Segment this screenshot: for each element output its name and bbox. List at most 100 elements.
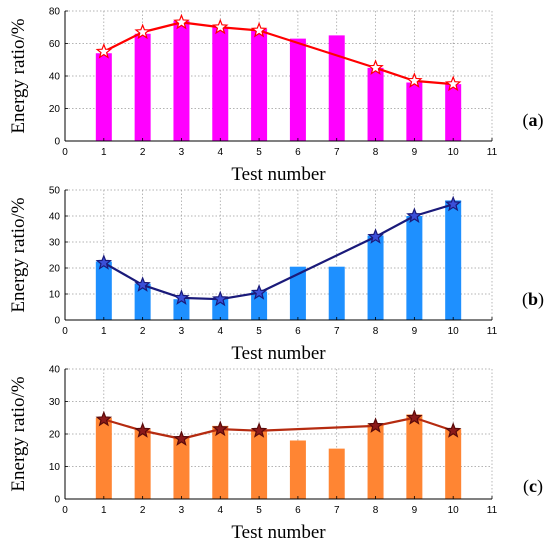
bar [367, 67, 384, 141]
x-tick-label: 8 [373, 505, 379, 516]
bar [173, 20, 190, 141]
y-tick-label: 40 [49, 72, 61, 83]
x-tick-label: 9 [412, 505, 418, 516]
bar [212, 425, 229, 499]
series-line [103, 416, 454, 440]
chart-panel-c: 0 1 2 3 4 5 6 7 8 9 10 11 0 10 20 30 40 Test number Energy… [8, 365, 543, 544]
bar [134, 33, 151, 141]
bar [328, 266, 345, 320]
star-marker [406, 207, 423, 224]
star-marker [212, 18, 229, 35]
bar [134, 429, 151, 499]
y-tick-label: 30 [49, 238, 61, 249]
x-tick-label: 10 [448, 147, 460, 158]
x-tick-label: 10 [448, 326, 460, 337]
y-tick-label: 20 [49, 104, 61, 115]
x-tick-label: 1 [101, 147, 107, 158]
panel-label: (a) [523, 110, 544, 131]
x-tick-label: 8 [373, 326, 379, 337]
x-tick-label: 0 [62, 505, 68, 516]
x-tick-label: 11 [487, 147, 498, 158]
bar [445, 200, 462, 320]
x-tick-label: 0 [62, 326, 68, 337]
panel-label: (b) [522, 289, 544, 310]
chart-panel-b: 0 1 2 3 4 5 6 7 8 9 10 11 0 10 20 30 40 50 Test number Ener… [8, 186, 544, 365]
x-tick-label: 9 [412, 326, 418, 337]
x-tick-label: 3 [179, 326, 185, 337]
star-marker [444, 195, 462, 212]
chart-panel-a: 0 1 2 3 4 5 6 7 8 9 10 11 0 20 40 60 80 Test number Energy… [8, 7, 544, 186]
x-tick-label: 9 [412, 147, 418, 158]
x-tick-label: 11 [487, 505, 498, 516]
y-tick-label: 10 [49, 290, 61, 301]
series-line [103, 21, 454, 86]
x-tick-label: 5 [256, 505, 262, 516]
x-axis-title: Test number [231, 522, 326, 543]
bar [445, 429, 462, 499]
x-tick-label: 5 [256, 147, 262, 158]
star-marker [367, 417, 384, 433]
x-tick-label: 6 [295, 147, 301, 158]
bar [95, 261, 112, 320]
x-tick-label: 2 [140, 505, 146, 516]
x-tick-label: 1 [101, 505, 107, 516]
x-tick-label: 3 [179, 505, 185, 516]
bar [251, 28, 268, 141]
star-marker [444, 75, 462, 92]
star-marker [250, 284, 268, 300]
star-marker [212, 420, 229, 437]
star-marker [95, 410, 113, 427]
x-tick-label: 4 [217, 326, 223, 337]
bar [445, 84, 462, 141]
y-tick-label: 80 [49, 7, 61, 18]
bar [406, 82, 423, 141]
bar [289, 440, 306, 499]
x-tick-label: 7 [334, 147, 340, 158]
x-tick-label: 2 [140, 326, 146, 337]
y-tick-label: 20 [49, 430, 61, 441]
star-marker [134, 276, 151, 292]
x-tick-label: 6 [295, 326, 301, 337]
y-tick-label: 30 [49, 397, 61, 408]
bar [406, 216, 423, 320]
bar [95, 53, 112, 141]
star-marker [406, 409, 423, 425]
bar [328, 35, 345, 141]
bar [406, 414, 423, 499]
y-tick-label: 40 [49, 212, 61, 223]
star-marker [173, 13, 190, 30]
x-tick-label: 8 [373, 147, 379, 158]
bar [367, 424, 384, 499]
star-marker [134, 23, 151, 40]
y-tick-label: 20 [49, 264, 61, 275]
panel-label: (c) [523, 476, 543, 497]
star-marker [173, 289, 190, 305]
bar [328, 448, 345, 499]
x-tick-label: 2 [140, 147, 146, 158]
x-tick-label: 3 [179, 147, 185, 158]
x-axis-title: Test number [231, 343, 326, 364]
bar [95, 417, 112, 499]
bar [367, 235, 384, 320]
y-tick-label: 60 [49, 39, 61, 50]
y-axis-title: Energy ratio/% [8, 18, 29, 133]
x-tick-label: 0 [62, 147, 68, 158]
bar [289, 266, 306, 320]
star-marker [250, 422, 268, 438]
y-axis-title: Energy ratio/% [8, 197, 29, 312]
bar [134, 283, 151, 320]
star-marker [367, 59, 384, 75]
y-tick-label: 10 [49, 462, 61, 473]
x-tick-label: 1 [101, 326, 107, 337]
star-marker [406, 72, 423, 88]
bar [173, 437, 190, 499]
bar [212, 27, 229, 141]
x-tick-label: 7 [334, 326, 340, 337]
x-tick-label: 5 [256, 326, 262, 337]
bar [173, 299, 190, 320]
x-axis-title: Test number [231, 164, 326, 185]
x-tick-label: 11 [487, 326, 498, 337]
star-marker [444, 422, 462, 438]
y-tick-label: 50 [49, 186, 61, 197]
